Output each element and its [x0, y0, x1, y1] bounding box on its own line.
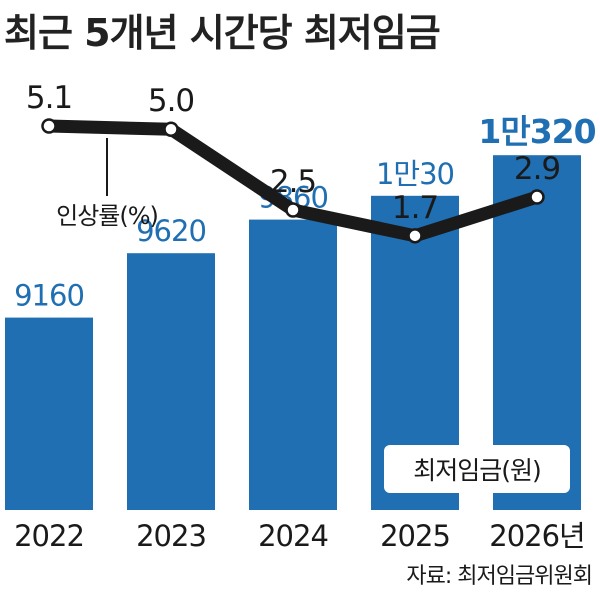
category-label: 2026년: [489, 519, 584, 553]
rate-point: [41, 118, 57, 134]
line-series: 5.1 5.0 2.5 1.7 2.9: [26, 80, 561, 244]
rate-value-label: 5.0: [148, 83, 194, 119]
rate-value-label: 5.1: [26, 80, 72, 116]
line-legend: 인상률(%): [56, 138, 159, 230]
category-label: 2024: [258, 519, 328, 553]
category-axis: 2022 2023 2024 2025 2026년: [14, 519, 586, 553]
line-legend-label: 인상률(%): [56, 202, 158, 230]
category-label: 2022: [14, 519, 84, 553]
rate-point: [407, 228, 423, 244]
bar-legend-box: [384, 445, 570, 493]
category-label: 2025: [380, 519, 450, 553]
bar-legend-label: 최저임금(원): [413, 456, 541, 485]
source-note: 자료: 최저임금위원회: [406, 564, 593, 589]
bar-2023: [127, 253, 215, 510]
bar-2022: [5, 317, 93, 510]
bar-value-label: 1만320: [478, 112, 595, 151]
bar-value-label: 9620: [136, 214, 206, 248]
bar-legend: 최저임금(원): [384, 445, 570, 493]
rate-value-label: 2.5: [270, 164, 316, 200]
rate-value-label: 2.9: [514, 151, 560, 187]
category-label: 2023: [136, 519, 206, 553]
rate-point: [163, 121, 179, 137]
bar-value-label: 1만30: [376, 157, 454, 191]
chart-title: 최근 5개년 시간당 최저임금: [4, 11, 441, 55]
rate-point: [529, 189, 545, 205]
rate-point: [285, 202, 301, 218]
bar-value-label: 9160: [14, 279, 84, 313]
bar-2024: [249, 219, 337, 510]
rate-value-label: 1.7: [392, 190, 438, 226]
